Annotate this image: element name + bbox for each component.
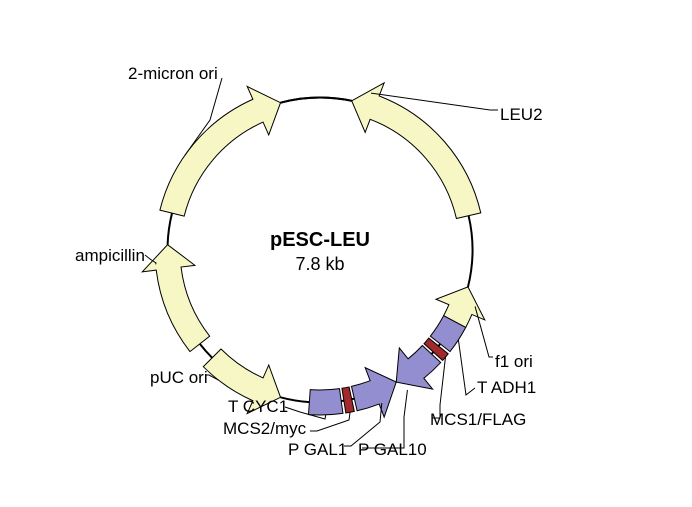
feature-tcyc1 [308, 389, 342, 415]
label-tadh1: T ADH1 [477, 378, 536, 397]
label-amp: ampicillin [75, 246, 145, 265]
feature-leu2 [352, 83, 481, 219]
label-tcyc1: T CYC1 [228, 397, 288, 416]
label-mcs2: MCS2/myc [223, 419, 307, 438]
label-pgal10: P GAL10 [358, 440, 427, 459]
backbone-arc [320, 98, 352, 101]
backbone-arc [281, 98, 320, 103]
feature-twomicron [160, 86, 281, 216]
feature-pgal1 [351, 368, 396, 417]
backbone-arc [168, 213, 172, 245]
plasmid-size: 7.8 kb [295, 254, 344, 274]
plasmid-map: pESC-LEU 7.8 kb LEU2 f1 ori T ADH1 MCS1/FLA… [0, 0, 692, 507]
plasmid-name: pESC-LEU [270, 229, 370, 251]
leader-tadh1 [458, 340, 475, 395]
backbone-arc [200, 344, 212, 358]
label-f1ori: f1 ori [495, 352, 533, 371]
label-pucori: pUC ori [150, 368, 208, 387]
label-twomicron: 2-micron ori [128, 64, 218, 83]
label-leu2: LEU2 [500, 105, 543, 124]
label-pgal1: P GAL1 [288, 440, 347, 459]
backbone-arc [468, 216, 473, 287]
label-mcs1: MCS1/FLAG [430, 410, 526, 429]
